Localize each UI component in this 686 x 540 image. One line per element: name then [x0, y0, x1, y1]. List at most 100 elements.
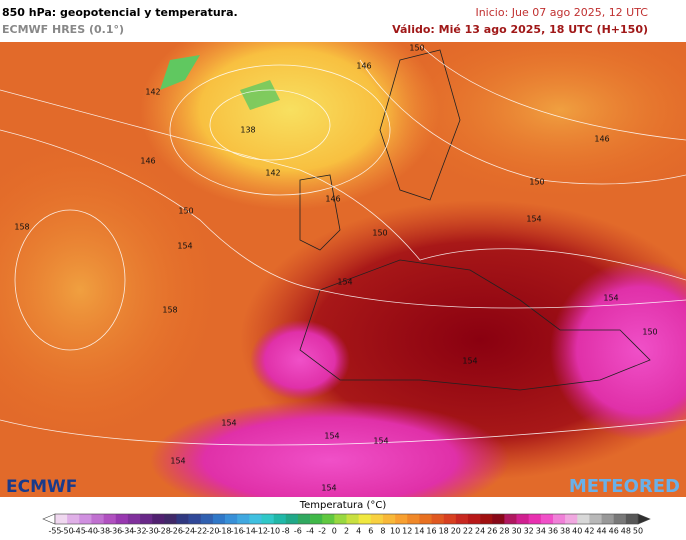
contour-label: 154: [462, 357, 477, 366]
colorbar-label: -16: [231, 527, 244, 536]
colorbar-swatch: [516, 514, 529, 524]
colorbar-swatch: [176, 514, 189, 524]
colorbar-swatch: [407, 514, 420, 524]
colorbar-swatch: [540, 514, 554, 524]
contour-label: 146: [140, 157, 155, 166]
colorbar-label: -6: [294, 527, 302, 536]
colorbar-swatch: [382, 514, 396, 524]
title: 850 hPa: geopotencial y temperatura.: [2, 6, 238, 19]
colorbar-label: 6: [368, 527, 373, 536]
colorbar-label: -14: [243, 527, 256, 536]
colorbar-swatch: [140, 514, 153, 524]
map: [0, 42, 686, 497]
colorbar-label: 36: [548, 527, 558, 536]
colorbar-label: -24: [182, 527, 195, 536]
colorbar-label: -4: [306, 527, 314, 536]
colorbar-label: -18: [219, 527, 232, 536]
colorbar-label: 10: [390, 527, 400, 536]
contour-label: 146: [356, 62, 371, 71]
colorbar-label: 16: [426, 527, 436, 536]
logo-left: ECMWF: [6, 477, 77, 497]
colorbar-frame: [54, 513, 639, 525]
colorbar-swatch: [285, 514, 299, 524]
contour-label: 142: [265, 169, 280, 178]
colorbar-arrow: [637, 513, 651, 525]
colorbar-label: 42: [584, 527, 594, 536]
colorbar-label: 46: [609, 527, 619, 536]
colorbar-swatch: [55, 514, 68, 524]
colorbar-swatch: [115, 514, 129, 524]
colorbar-swatch: [322, 514, 335, 524]
colorbar-label: 8: [380, 527, 385, 536]
contour-label: 146: [594, 135, 609, 144]
contour-label: 158: [14, 223, 29, 232]
valid-time: Válido: Mié 13 ago 2025, 18 UTC (H+150): [392, 23, 648, 36]
colorbar-swatch: [625, 514, 639, 524]
colorbar-label: -10: [267, 527, 280, 536]
colorbar-swatch: [358, 514, 372, 524]
colorbar-label: 26: [487, 527, 497, 536]
contour-label: 154: [177, 242, 192, 251]
contour-label: 142: [145, 88, 160, 97]
contour-label: 150: [642, 328, 657, 337]
colorbar-label: -28: [158, 527, 171, 536]
contour-label: 150: [372, 229, 387, 238]
logo-right: METEORED: [569, 476, 680, 497]
colorbar-label: 14: [414, 527, 424, 536]
colorbar-swatch: [67, 514, 80, 524]
colorbar-label: -36: [109, 527, 122, 536]
colorbar-label: -38: [97, 527, 110, 536]
colorbar-swatch: [200, 514, 214, 524]
colorbar-label: 22: [463, 527, 473, 536]
contour-label: 154: [603, 294, 618, 303]
colorbar-label: 24: [475, 527, 485, 536]
colorbar-label: 48: [621, 527, 631, 536]
colorbar-label: -12: [255, 527, 268, 536]
colorbar-swatch: [225, 514, 238, 524]
colorbar-label: -45: [73, 527, 86, 536]
contour-label: 154: [373, 437, 388, 446]
colorbar-swatch: [395, 514, 408, 524]
colorbar-swatch: [237, 514, 250, 524]
colorbar-swatch: [577, 514, 590, 524]
colorbar-swatch: [467, 514, 481, 524]
colorbar-label: 30: [511, 527, 521, 536]
colorbar-swatch: [455, 514, 469, 524]
colorbar-swatch: [249, 514, 262, 524]
colorbar-label: 40: [572, 527, 582, 536]
contour-label: 158: [162, 306, 177, 315]
colorbar-swatch: [504, 514, 517, 524]
colorbar-swatch: [601, 514, 615, 524]
colorbar-label: 0: [332, 527, 337, 536]
colorbar-swatch: [152, 514, 165, 524]
model: ECMWF HRES (0.1°): [2, 23, 124, 36]
contour-label: 138: [240, 126, 255, 135]
colorbar-swatch: [565, 514, 578, 524]
contour-label: 154: [321, 484, 336, 493]
colorbar-label: -26: [170, 527, 183, 536]
contour-label: 150: [178, 207, 193, 216]
colorbar-label: 28: [499, 527, 509, 536]
colorbar-label: 44: [596, 527, 606, 536]
contour-label: 154: [324, 432, 339, 441]
colorbar-label: 2: [344, 527, 349, 536]
colorbar-arrow: [42, 513, 56, 525]
colorbar-swatch: [613, 514, 627, 524]
colorbar-swatch: [431, 514, 444, 524]
contour-label: 154: [221, 419, 236, 428]
colorbar-label: -50: [61, 527, 74, 536]
colorbar-swatch: [273, 514, 287, 524]
colorbar-swatch: [103, 514, 117, 524]
init-time: Inicio: Jue 07 ago 2025, 12 UTC: [475, 6, 648, 19]
colorbar-swatch: [552, 514, 566, 524]
colorbar-swatch: [297, 514, 311, 524]
colorbar-swatch: [79, 514, 92, 524]
colorbar-label: 4: [356, 527, 361, 536]
contour-label: 154: [337, 278, 352, 287]
colorbar-label: 20: [451, 527, 461, 536]
colorbar-swatch: [261, 514, 274, 524]
colorbar-label: -40: [85, 527, 98, 536]
colorbar-swatch: [310, 514, 323, 524]
colorbar-swatch: [419, 514, 432, 524]
